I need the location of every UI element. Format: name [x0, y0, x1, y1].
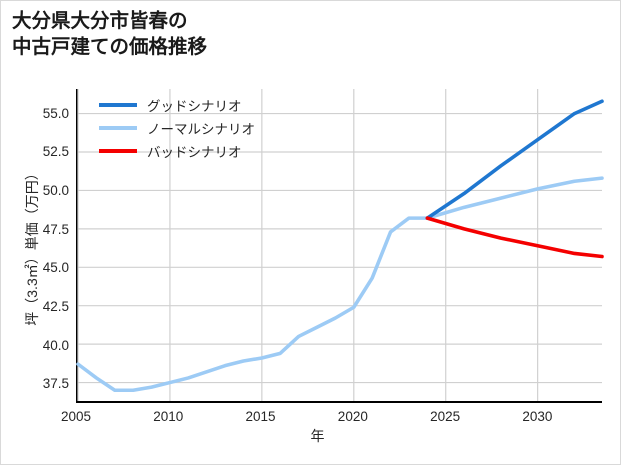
y-tick-label: 47.5 — [42, 221, 69, 237]
legend-item-label: グッドシナリオ — [147, 98, 242, 114]
y-tick-label: 40.0 — [42, 337, 69, 353]
grid-lines — [77, 89, 602, 401]
x-tick-label: 2025 — [430, 409, 461, 424]
y-tick-label: 42.5 — [42, 299, 69, 315]
x-axis-label-text: 年 — [310, 428, 325, 444]
legend-color-swatch — [99, 148, 137, 153]
data-series-layer — [76, 99, 604, 393]
x-axis-label: 年 — [1, 426, 621, 446]
plot-area — [76, 89, 604, 403]
legend-item-label: ノーマルシナリオ — [147, 121, 255, 137]
y-axis-label: 坪（3.3㎡）単価（万円） — [24, 166, 40, 326]
legend-item[interactable]: グッドシナリオ — [99, 93, 255, 116]
y-tick-label: 52.5 — [42, 144, 69, 160]
x-tick-label: 2015 — [245, 409, 276, 424]
series-line — [425, 99, 604, 220]
legend-item[interactable]: バッドシナリオ — [99, 139, 255, 162]
legend-color-swatch — [99, 125, 137, 130]
x-tick-label: 2030 — [522, 409, 553, 424]
x-tick-label: 2010 — [153, 409, 184, 424]
y-tick-label: 37.5 — [42, 376, 69, 392]
legend-item[interactable]: ノーマルシナリオ — [99, 116, 255, 139]
legend-color-swatch — [99, 102, 137, 107]
series-line — [425, 216, 604, 259]
y-tick-label: 45.0 — [42, 260, 69, 276]
x-tick-label: 2005 — [60, 409, 92, 424]
chart-legend: グッドシナリオ ノーマルシナリオ バッドシナリオ — [99, 93, 255, 162]
x-tick-label: 2020 — [337, 409, 368, 424]
y-tick-label: 50.0 — [42, 183, 69, 199]
y-tick-label: 55.0 — [42, 105, 69, 121]
legend-item-label: バッドシナリオ — [147, 144, 242, 160]
series-line — [76, 176, 604, 393]
chart-title: 大分県大分市皆春の 中古戸建ての価格推移 — [12, 10, 208, 58]
